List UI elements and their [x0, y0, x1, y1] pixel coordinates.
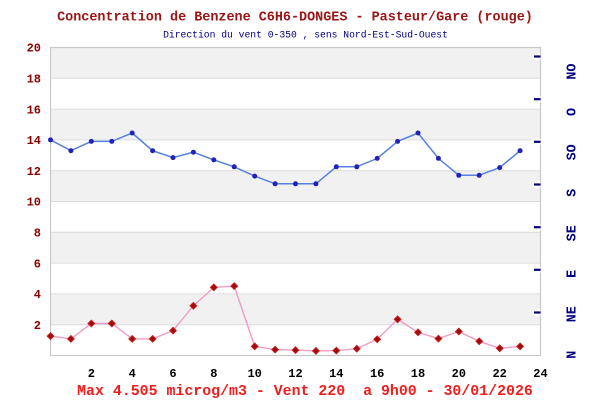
svg-text:6: 6	[34, 257, 41, 271]
svg-text:8: 8	[210, 367, 217, 381]
svg-text:Concentration de Benzene C6H6-: Concentration de Benzene C6H6-DONGES - P…	[57, 10, 533, 25]
svg-text:10: 10	[27, 196, 41, 210]
svg-text:6: 6	[169, 367, 176, 381]
svg-text:NE: NE	[566, 306, 581, 322]
svg-text:18: 18	[27, 73, 41, 87]
svg-text:20: 20	[452, 367, 466, 381]
svg-text:E: E	[566, 270, 581, 278]
svg-text:8: 8	[34, 227, 41, 241]
svg-text:20: 20	[27, 42, 41, 56]
svg-text:4: 4	[34, 288, 41, 302]
svg-text:22: 22	[492, 367, 506, 381]
svg-text:14: 14	[27, 134, 41, 148]
svg-text:O: O	[566, 108, 581, 116]
svg-text:12: 12	[288, 367, 302, 381]
svg-text:24: 24	[533, 367, 547, 381]
svg-text:Max 4.505 microg/m3 - Vent 220: Max 4.505 microg/m3 - Vent 220 a 9h00 - …	[77, 384, 533, 400]
svg-text:2: 2	[88, 367, 95, 381]
svg-text:14: 14	[329, 367, 343, 381]
svg-text:N: N	[566, 351, 581, 359]
svg-text:2: 2	[34, 319, 41, 333]
svg-text:Direction du vent 0-350 , sens: Direction du vent 0-350 , sens Nord-Est-…	[163, 29, 448, 40]
svg-text:12: 12	[27, 165, 41, 179]
svg-text:SO: SO	[566, 144, 581, 160]
svg-text:4: 4	[129, 367, 136, 381]
svg-text:16: 16	[27, 103, 41, 117]
svg-text:18: 18	[411, 367, 425, 381]
svg-text:S: S	[566, 189, 581, 197]
svg-text:10: 10	[247, 367, 261, 381]
svg-text:SE: SE	[566, 225, 581, 241]
svg-text:16: 16	[370, 367, 384, 381]
svg-text:NO: NO	[566, 64, 581, 80]
